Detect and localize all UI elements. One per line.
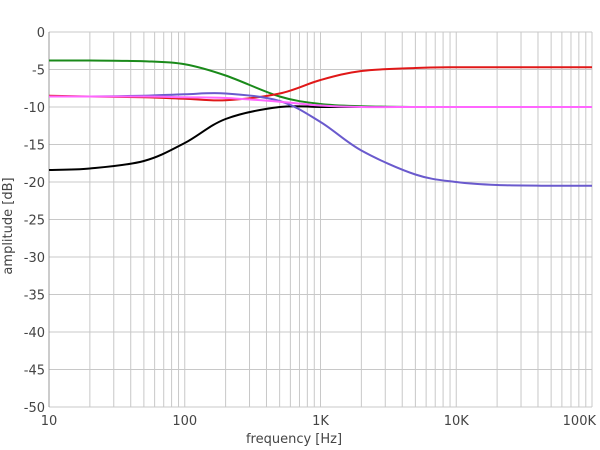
y-tick-label: -20 (24, 176, 45, 191)
y-tick-label: -25 (24, 214, 45, 229)
y-axis-ticks: 0 -5 -10 -15 -20 -25 -30 -35 -40 -45 -50 (24, 26, 45, 416)
x-tick-label: 10K (444, 414, 470, 429)
x-tick-label: 1K (312, 414, 329, 429)
y-tick-label: -40 (24, 326, 45, 341)
y-tick-label: -15 (24, 139, 45, 154)
y-tick-label: -30 (24, 251, 45, 266)
x-tick-label: 100K (563, 414, 597, 429)
x-tick-label: 100 (172, 414, 197, 429)
y-tick-label: -5 (32, 64, 45, 79)
y-tick-label: 0 (37, 26, 45, 41)
x-axis-ticks: 10 100 1K 10K 100K (41, 414, 597, 429)
series-group (48, 59, 593, 187)
series-line-5 (49, 95, 592, 109)
y-axis-title: amplitude [dB] (1, 177, 16, 274)
y-tick-label: -10 (24, 101, 45, 116)
y-tick-label: -50 (24, 401, 45, 416)
x-tick-label: 10 (41, 414, 58, 429)
y-tick-label: -35 (24, 289, 45, 304)
grid (48, 31, 593, 408)
y-tick-label: -45 (24, 364, 45, 379)
x-axis-title: frequency [Hz] (246, 432, 342, 447)
